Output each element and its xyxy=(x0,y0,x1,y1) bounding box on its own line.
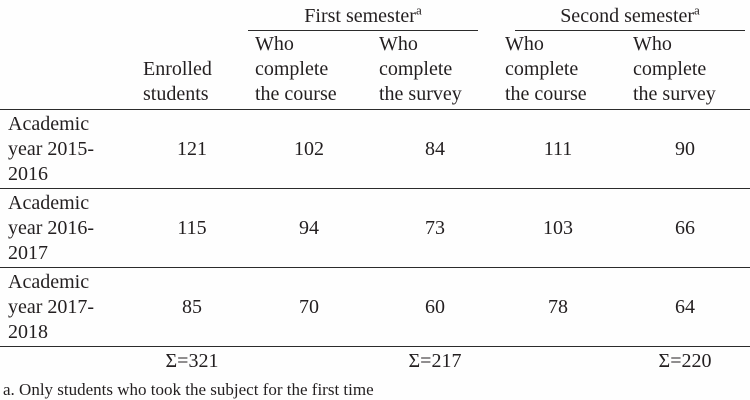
group-header-first-semester: First semestera xyxy=(244,2,496,31)
column-header-row: Enrolled students Who complete the cours… xyxy=(0,31,750,110)
spacer-cell xyxy=(0,4,244,31)
cell-first-course-2015-2016: 102 xyxy=(244,109,374,189)
group-header-first-semester-label: First semester xyxy=(304,5,416,27)
cell-second-course-2015-2016: 111 xyxy=(496,109,620,189)
column-header-first-complete-course: Who complete the course xyxy=(244,31,374,110)
cell-first-survey-2015-2016: 84 xyxy=(374,109,496,189)
table-footnote: a. Only students who took the subject fo… xyxy=(3,380,374,399)
cell-enrolled-2016-2017: 115 xyxy=(140,188,244,268)
group-header-row: First semestera Second semestera xyxy=(0,2,750,31)
footnote-marker-first: a xyxy=(415,2,422,18)
totals-row: Σ=321 Σ=217 Σ=220 xyxy=(0,347,750,376)
column-header-second-complete-survey: Who complete the survey xyxy=(620,31,750,110)
spacer-cell xyxy=(0,347,140,376)
table-row-2015-2016: Academic year 2015-2016 121 102 84 111 9… xyxy=(0,109,750,189)
total-first-survey: Σ=217 xyxy=(408,349,462,372)
spacer-cell xyxy=(0,31,140,110)
spacer-cell xyxy=(496,347,620,376)
total-second-survey: Σ=220 xyxy=(658,349,712,372)
cell-first-survey-2016-2017: 73 xyxy=(374,188,496,268)
cell-second-survey-2016-2017: 66 xyxy=(620,188,750,268)
cell-enrolled-2015-2016: 121 xyxy=(140,109,244,189)
row-label-2015-2016: Academic year 2015-2016 xyxy=(0,109,140,189)
cell-second-course-2016-2017: 103 xyxy=(496,188,620,268)
cell-enrolled-2017-2018: 85 xyxy=(140,267,244,347)
total-enrolled: Σ=321 xyxy=(165,349,219,372)
row-label-2016-2017: Academic year 2016-2017 xyxy=(0,188,140,268)
column-header-second-complete-course: Who complete the course xyxy=(496,31,620,110)
cell-first-survey-2017-2018: 60 xyxy=(374,267,496,347)
cell-first-course-2016-2017: 94 xyxy=(244,188,374,268)
enrollment-completion-table: First semestera Second semestera Enrolle… xyxy=(0,2,750,376)
cell-first-course-2017-2018: 70 xyxy=(244,267,374,347)
group-header-second-semester-label: Second semester xyxy=(560,5,695,27)
spacer-cell xyxy=(244,347,374,376)
footnote-marker-second: a xyxy=(694,2,700,18)
column-header-first-complete-survey: Who complete the survey xyxy=(374,31,496,110)
table-row-2017-2018: Academic year 2017-2018 85 70 60 78 64 xyxy=(0,267,750,347)
cell-second-survey-2017-2018: 64 xyxy=(620,267,750,347)
cell-second-course-2017-2018: 78 xyxy=(496,267,620,347)
row-label-2017-2018: Academic year 2017-2018 xyxy=(0,267,140,347)
group-header-second-semester: Second semestera xyxy=(496,2,750,31)
cell-second-survey-2015-2016: 90 xyxy=(620,109,750,189)
column-header-enrolled-students: Enrolled students xyxy=(140,31,244,110)
table-row-2016-2017: Academic year 2016-2017 115 94 73 103 66 xyxy=(0,188,750,268)
